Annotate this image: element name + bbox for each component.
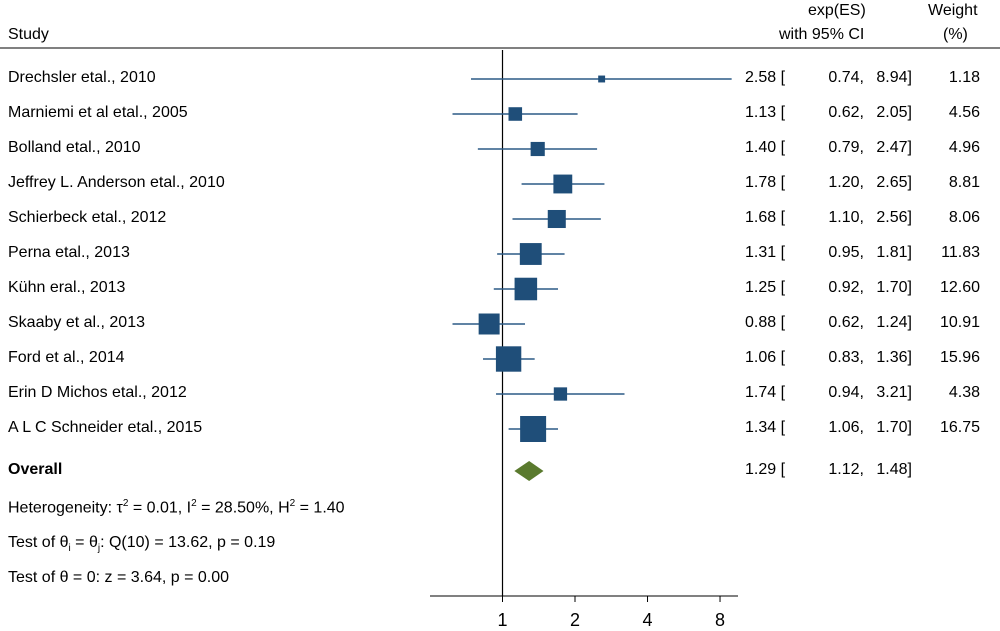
effect-marker bbox=[553, 387, 568, 401]
test-q-sub-j: j bbox=[97, 543, 101, 555]
ci-low: 0.92, bbox=[828, 279, 864, 296]
weight-value: 16.75 bbox=[939, 419, 980, 436]
test-q-text: Test of θi = θj: Q(10) = 13.62, p = 0.19 bbox=[8, 534, 275, 554]
es-column-header-line1: exp(ES) bbox=[808, 2, 866, 19]
es-value: 1.40 [ bbox=[745, 139, 786, 156]
ci-high: 2.65] bbox=[876, 174, 912, 191]
overall-es-value: 1.29 [ bbox=[745, 461, 786, 478]
es-value: 1.78 [ bbox=[745, 174, 786, 191]
es-value: 1.13 [ bbox=[745, 104, 786, 121]
es-value: 1.25 [ bbox=[745, 279, 786, 296]
ci-low: 0.62, bbox=[828, 104, 864, 121]
weight-value: 12.60 bbox=[939, 279, 980, 296]
test-q-p3: : Q(10) = 13.62, p = 0.19 bbox=[100, 534, 276, 551]
ci-high: 2.47] bbox=[876, 139, 912, 156]
effect-marker bbox=[519, 243, 542, 265]
es-value: 1.34 [ bbox=[745, 419, 786, 436]
effect-marker bbox=[547, 209, 566, 229]
es-value: 1.74 [ bbox=[745, 384, 786, 401]
es-value: 2.58 [ bbox=[745, 69, 786, 86]
weight-value: 15.96 bbox=[939, 349, 980, 366]
study-name: Schierbeck etal., 2012 bbox=[8, 209, 167, 226]
hetero-end: = 1.40 bbox=[295, 499, 345, 517]
ci-low: 1.06, bbox=[828, 419, 864, 436]
study-markers bbox=[452, 75, 732, 442]
ci-high: 1.24] bbox=[876, 314, 912, 331]
effect-marker bbox=[530, 141, 545, 157]
effect-marker bbox=[514, 277, 538, 301]
overall-ci-low: 1.12, bbox=[828, 461, 864, 478]
ci-high: 3.21] bbox=[876, 384, 912, 401]
study-name: Marniemi et al etal., 2005 bbox=[8, 104, 188, 121]
heterogeneity-text: Heterogeneity: τ2 = 0.01, I2 = 28.50%, H… bbox=[8, 498, 345, 517]
effect-marker bbox=[553, 174, 573, 194]
weight-value: 8.06 bbox=[948, 209, 980, 226]
x-axis: 1 2 4 8 bbox=[430, 595, 738, 630]
x-tick-label: 8 bbox=[715, 610, 725, 630]
effect-marker bbox=[520, 416, 547, 442]
ci-high: 2.05] bbox=[876, 104, 912, 121]
weight-value: 10.91 bbox=[939, 314, 980, 331]
h-sup: 2 bbox=[289, 498, 296, 509]
effect-marker bbox=[478, 313, 500, 335]
overall-diamond bbox=[514, 461, 544, 481]
ci-high: 1.70] bbox=[876, 279, 912, 296]
x-tick-label: 1 bbox=[497, 610, 507, 630]
ci-high: 1.70] bbox=[876, 419, 912, 436]
ci-low: 0.74, bbox=[828, 69, 864, 86]
ci-high: 1.81] bbox=[876, 244, 912, 261]
es-value: 1.31 [ bbox=[745, 244, 786, 261]
overall-label: Overall bbox=[8, 461, 63, 478]
weight-column-header-line2: (%) bbox=[943, 26, 968, 43]
x-tick-label: 4 bbox=[643, 610, 653, 630]
test-q-sub-i: i bbox=[68, 543, 71, 555]
study-name: Drechsler etal., 2010 bbox=[8, 69, 156, 86]
weight-value: 4.56 bbox=[948, 104, 980, 121]
test-q-p1: Test of θ bbox=[8, 534, 69, 551]
x-tick-label: 2 bbox=[570, 610, 580, 630]
es-column-header-line2: with 95% CI bbox=[779, 26, 865, 43]
weight-value: 4.38 bbox=[948, 384, 980, 401]
es-value: 0.88 [ bbox=[745, 314, 786, 331]
effect-marker bbox=[598, 75, 606, 83]
weight-value: 8.81 bbox=[948, 174, 980, 191]
effect-marker bbox=[495, 346, 522, 372]
ci-low: 0.79, bbox=[828, 139, 864, 156]
overall-ci-high: 1.48] bbox=[876, 461, 912, 478]
study-column-header: Study bbox=[8, 26, 49, 43]
study-name: Erin D Michos etal., 2012 bbox=[8, 384, 187, 401]
effect-marker bbox=[508, 107, 523, 121]
weight-value: 11.83 bbox=[941, 244, 980, 261]
ci-high: 8.94] bbox=[876, 69, 912, 86]
ci-high: 2.56] bbox=[876, 209, 912, 226]
ci-low: 0.94, bbox=[828, 384, 864, 401]
study-name: Jeffrey L. Anderson etal., 2010 bbox=[8, 174, 225, 191]
study-name: Skaaby et al., 2013 bbox=[8, 314, 145, 331]
overall-diamond-group bbox=[514, 461, 544, 481]
hetero-mid1: = 0.01, I bbox=[128, 499, 192, 517]
ci-high: 1.36] bbox=[876, 349, 912, 366]
test-q-p2: = θ bbox=[70, 534, 98, 551]
test-z-text: Test of θ = 0: z = 3.64, p = 0.00 bbox=[8, 569, 230, 586]
hetero-mid2: = 28.50%, H bbox=[196, 499, 290, 517]
hetero-prefix: Heterogeneity: τ bbox=[8, 499, 123, 517]
ci-low: 1.10, bbox=[828, 209, 864, 226]
ci-low: 0.83, bbox=[828, 349, 864, 366]
weight-value: 4.96 bbox=[948, 139, 980, 156]
ci-low: 0.62, bbox=[828, 314, 864, 331]
weight-column-header-line1: Weight bbox=[928, 2, 978, 19]
es-value: 1.06 [ bbox=[745, 349, 786, 366]
es-value: 1.68 [ bbox=[745, 209, 786, 226]
study-name: Ford et al., 2014 bbox=[8, 349, 125, 366]
study-name: Kühn eral., 2013 bbox=[8, 279, 126, 296]
study-name: Perna etal., 2013 bbox=[8, 244, 130, 261]
ci-low: 1.20, bbox=[828, 174, 864, 191]
ci-low: 0.95, bbox=[828, 244, 864, 261]
study-name: Bolland etal., 2010 bbox=[8, 139, 141, 156]
weight-value: 1.18 bbox=[948, 69, 980, 86]
study-name: A L C Schneider etal., 2015 bbox=[8, 419, 203, 436]
tau-sup: 2 bbox=[122, 498, 129, 509]
i-sup: 2 bbox=[191, 498, 197, 509]
